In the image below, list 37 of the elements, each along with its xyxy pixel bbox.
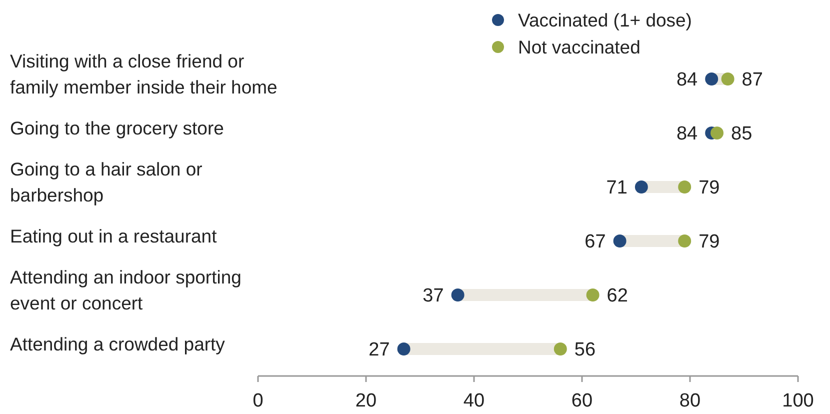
x-tick-label: 60	[571, 390, 593, 412]
point	[554, 342, 567, 356]
x-tick-label: 100	[782, 390, 814, 412]
data-label: 79	[698, 232, 720, 253]
point	[721, 72, 734, 86]
y-tick-label: Eating out in a restaurant	[10, 225, 217, 246]
x-tick-label: 40	[463, 390, 485, 412]
point	[613, 234, 626, 248]
y-tick-label: Visiting with a close friend or family member inside their home	[10, 50, 278, 98]
legend-label: Vaccinated (1+ dose)	[518, 9, 692, 30]
point	[678, 180, 692, 194]
point	[586, 288, 600, 302]
legend-label: Not vaccinated	[518, 36, 640, 58]
data-label: 84	[676, 124, 698, 145]
y-tick-label: Going to the grocery store	[10, 117, 224, 138]
point	[710, 126, 724, 140]
data-label: 56	[574, 340, 596, 361]
y-tick-label: Attending an indoor sporting event or concert	[10, 266, 242, 314]
data-label: 67	[584, 232, 606, 253]
data-label: 37	[422, 286, 444, 307]
data-label: 27	[368, 340, 390, 361]
x-tick-label: 80	[679, 390, 701, 412]
data-label: 71	[606, 178, 628, 199]
y-tick-label: Going to a hair salon or barbershop	[10, 158, 202, 206]
point	[451, 288, 464, 302]
y-tick-label: Attending a crowded party	[10, 333, 226, 354]
data-label: 87	[742, 70, 763, 91]
data-label: 85	[731, 124, 752, 145]
point	[634, 180, 648, 194]
point	[705, 72, 718, 86]
point	[397, 342, 410, 356]
data-label: 79	[698, 178, 720, 199]
data-label: 84	[676, 70, 698, 91]
x-tick-label: 0	[252, 390, 264, 412]
point	[678, 234, 692, 248]
data-label: 62	[606, 286, 628, 307]
x-tick-label: 20	[355, 390, 377, 412]
